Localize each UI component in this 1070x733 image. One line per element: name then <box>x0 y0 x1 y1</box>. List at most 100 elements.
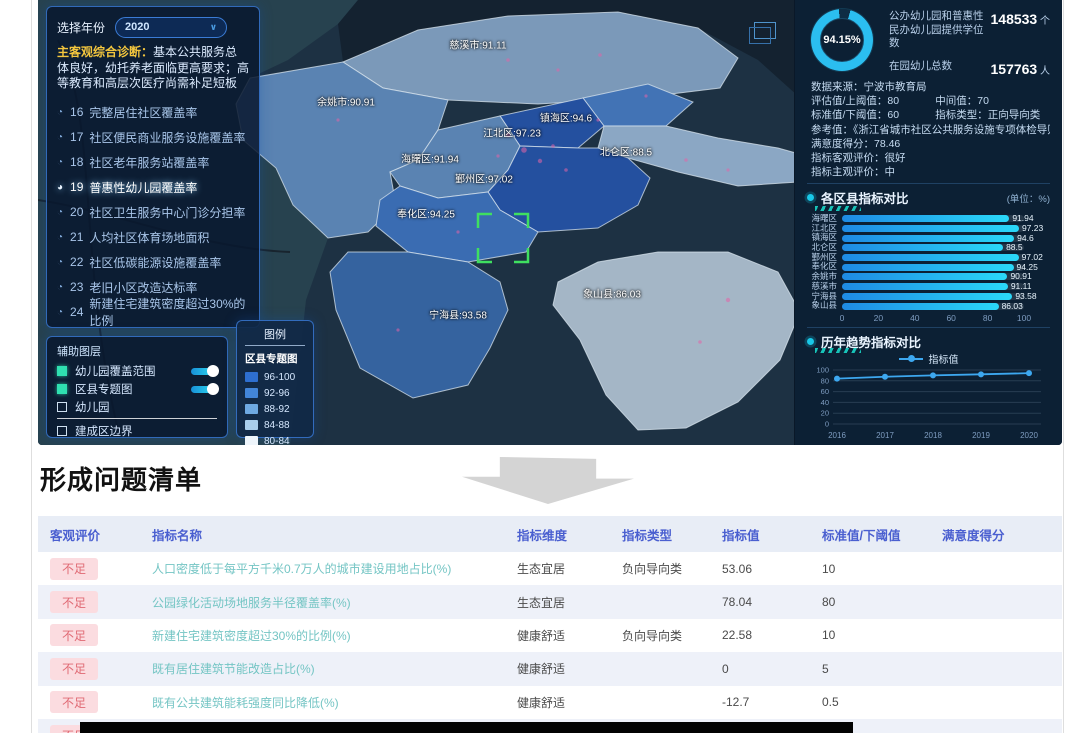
layer-item: 幼儿园覆盖范围 <box>57 362 219 380</box>
indicator-item-24[interactable]: ◔ 24 新建住宅建筑密度超过30%的比例 <box>57 297 249 328</box>
bar-chart-axis: 0 20 40 60 80 100 <box>840 313 1031 323</box>
axis-tick-label: 100 <box>1016 313 1032 323</box>
urban-speckles <box>336 53 731 344</box>
y-axis-tick: 0 <box>825 420 829 429</box>
section-title: 各区县指标对比 <box>821 192 909 206</box>
bar-row-奉化区: 奉化区 94.25 <box>801 262 1050 272</box>
axis-tick-label: 60 <box>946 313 956 323</box>
indicator-name-link[interactable]: 公园绿化活动场地服务半径覆盖率(%) <box>152 595 351 610</box>
bar-fill <box>842 302 999 310</box>
table-row: 不足 公园绿化活动场地服务半径覆盖率(%) 生态宜居 78.04 80 <box>38 585 1062 619</box>
indicator-number: 16 <box>70 105 84 119</box>
indicator-name-link[interactable]: 人口密度低于每平方千米0.7万人的城市建设用地占比(%) <box>152 562 452 577</box>
kpi-stats: 公办幼儿园和普惠性民办幼儿园提供学位数 148533 个在园幼儿总数 157763 … <box>889 10 1050 86</box>
bar-track: 94.6 <box>842 233 1034 242</box>
bar-row-海曙区: 海曙区 91.94 <box>801 213 1050 224</box>
decoration-slashes <box>815 348 861 353</box>
kpi-value: 157763 人 <box>990 60 1051 77</box>
frame-border-right <box>1063 0 1064 733</box>
indicator-item-16[interactable]: ◔ 16 完整居住社区覆盖率 <box>57 100 249 125</box>
kpi-unit: 人 <box>1037 65 1050 77</box>
indicator-item-19[interactable]: ◕ 19 普惠性幼儿园覆盖率 <box>57 175 249 200</box>
checkbox-icon[interactable] <box>57 366 67 376</box>
value-cell: 22.58 <box>722 628 753 643</box>
diagnosis-title: 主客观综合诊断： <box>57 45 154 59</box>
indicator-item-21[interactable]: ◔ 21 人均社区体育场地面积 <box>57 225 249 250</box>
table-body: 不足 人口密度低于每平方千米0.7万人的城市建设用地占比(%) 生态宜居 负向导向类 5… <box>38 552 1062 733</box>
checkbox-icon[interactable] <box>57 384 67 394</box>
bar-fill <box>842 273 1008 281</box>
indicator-label: 社区低碳能源设施覆盖率 <box>89 255 222 270</box>
value-cell: 78.04 <box>722 595 753 610</box>
dimension-cell: 健康舒适 <box>517 695 566 710</box>
info-field: 满意度得分：78.46 <box>811 137 901 150</box>
info-field: 数据来源：宁波市教育局 <box>811 81 927 93</box>
bar-row-宁海县: 宁海县 93.58 <box>801 291 1050 302</box>
district-ninghai[interactable] <box>329 251 509 399</box>
legend-item: 96-100 <box>245 369 305 385</box>
moon-icon: ◔ <box>57 206 64 218</box>
legend-item: 92-96 <box>245 385 305 401</box>
info-field: 评估值/上阈值：80 <box>811 95 900 108</box>
bar-value-label: 91.11 <box>1010 281 1032 292</box>
layer-item: 建成区边界 <box>57 422 217 440</box>
bar-row-余姚市: 余姚市 90.91 <box>801 271 1050 282</box>
bullet-icon <box>807 338 814 345</box>
standard-cell: 80 <box>822 595 836 610</box>
indicator-item-23[interactable]: ◔ 23 老旧小区改造达标率 <box>57 275 249 300</box>
bar-category-label: 奉化区 <box>811 261 837 272</box>
indicator-panel: 选择年份 2020 ∨ 主客观综合诊断：基本公共服务总体良好，幼托养老面临更高要… <box>46 6 260 328</box>
info-row: 参考值：《浙江省城市社区公共服务设施专项体检导则》 <box>811 123 1050 137</box>
layer-list: 幼儿园覆盖范围 区县专题图 幼儿园 建成区边界 <box>57 362 219 440</box>
eval-cell: 不足 <box>38 657 140 680</box>
standard-cell: 0.5 <box>822 695 839 710</box>
indicator-number: 17 <box>70 130 84 144</box>
eval-cell: 不足 <box>38 557 140 580</box>
indicator-number: 19 <box>70 180 84 194</box>
legend-range-label: 80-84 <box>264 435 290 446</box>
axis-tick-label: 40 <box>910 313 920 323</box>
bar-value-label: 86.03 <box>1001 300 1023 311</box>
legend-swatch <box>245 404 258 414</box>
bar-category-label: 镇海区 <box>811 232 837 243</box>
problem-list-title: 形成问题清单 <box>40 465 203 495</box>
indicator-label: 普惠性幼儿园覆盖率 <box>89 180 198 195</box>
bar-fill <box>842 263 1014 271</box>
value-cell: -12.7 <box>722 695 750 710</box>
indicator-name-link[interactable]: 新建住宅建筑密度超过30%的比例(%) <box>152 628 351 643</box>
map-3d-cube-icon[interactable] <box>749 22 776 44</box>
checkbox-icon[interactable] <box>57 402 67 412</box>
indicator-item-18[interactable]: ◔ 18 社区老年服务站覆盖率 <box>57 150 249 175</box>
info-row: 标准值/下阈值：60 指标类型：正向导向类 <box>811 108 1050 122</box>
eval-cell: 不足 <box>38 691 140 714</box>
table-row: 不足 既有公共建筑能耗强度同比降低(%) 健康舒适 -12.7 0.5 <box>38 685 1062 719</box>
bar-fill <box>842 283 1008 291</box>
indicator-item-17[interactable]: ◔ 17 社区便民商业服务设施覆盖率 <box>57 125 249 150</box>
aux-layers-panel: 辅助图层 幼儿园覆盖范围 区县专题图 幼儿园 建成区边界 <box>46 336 228 438</box>
type-cell: 负向导向类 <box>622 628 683 643</box>
indicator-name-link[interactable]: 既有居住建筑节能改造占比(%) <box>152 662 315 677</box>
legend-swatch <box>245 420 258 430</box>
district-yinzhou[interactable] <box>487 145 651 233</box>
indicator-number: 22 <box>70 255 84 269</box>
x-axis-tick: 2018 <box>924 431 942 440</box>
y-axis-tick: 100 <box>816 366 829 375</box>
legend-item: 88-92 <box>245 401 305 417</box>
toggle-switch[interactable] <box>191 365 219 377</box>
moon-icon: ◔ <box>57 131 64 143</box>
toggle-switch[interactable] <box>191 383 219 395</box>
indicator-item-20[interactable]: ◔ 20 社区卫生服务中心门诊分担率 <box>57 200 249 225</box>
redaction-bar <box>80 722 853 733</box>
year-select-dropdown[interactable]: 2020 ∨ <box>115 16 228 38</box>
indicator-item-22[interactable]: ◔ 22 社区低碳能源设施覆盖率 <box>57 250 249 275</box>
indicator-name-link[interactable]: 既有公共建筑能耗强度同比降低(%) <box>152 695 339 710</box>
info-field: 指标客观评价：很好 <box>811 151 906 164</box>
indicator-list: ◔ 16 完整居住社区覆盖率 ◔ 17 社区便民商业服务设施覆盖率 ◔ 18 社区老年服务站覆盖… <box>57 100 249 328</box>
legend-item: 84-88 <box>245 417 305 433</box>
district-xiangshan[interactable] <box>552 251 801 431</box>
layer-label: 幼儿园 <box>75 402 110 414</box>
checkbox-icon[interactable] <box>57 426 67 436</box>
table-row: 不足 人口密度低于每平方千米0.7万人的城市建设用地占比(%) 生态宜居 负向导向类 5… <box>38 552 1062 586</box>
trend-legend: 指标值 <box>795 351 1062 366</box>
